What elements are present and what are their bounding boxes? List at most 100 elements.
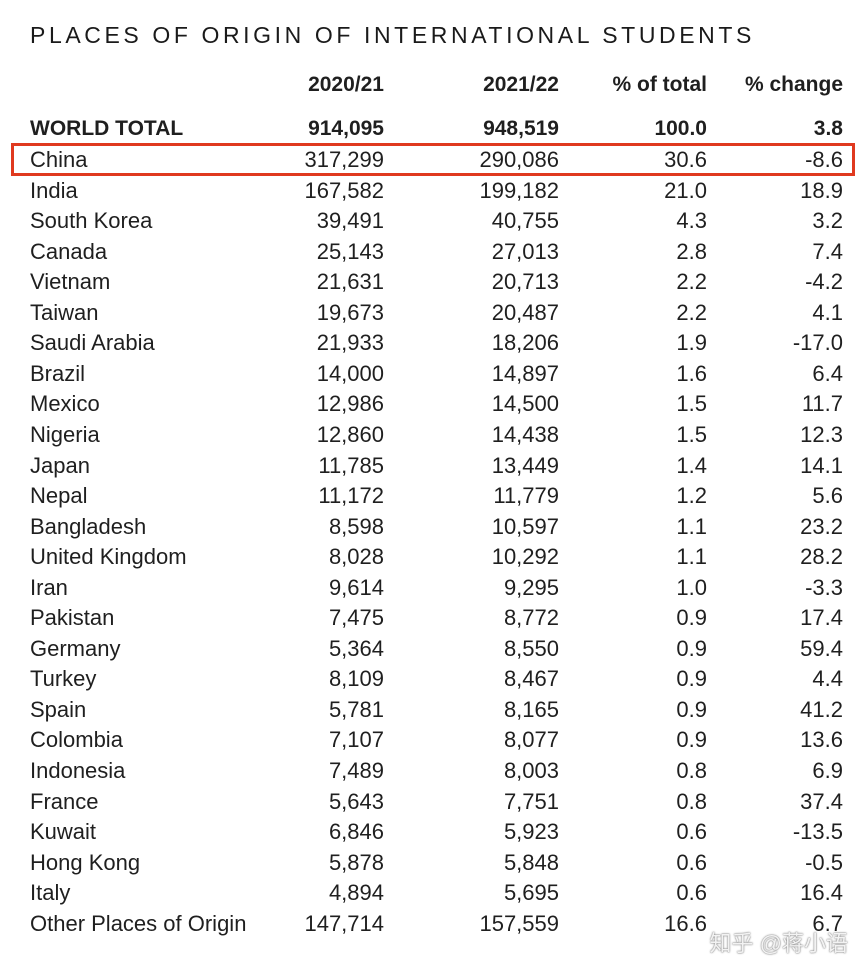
row-name: France: [30, 788, 99, 814]
column-header-row: 2020/21 2021/22 % of total % change: [0, 70, 866, 102]
row-name: Spain: [30, 696, 87, 722]
row-value-2020-21: 5,781: [328, 696, 384, 722]
row-name: Brazil: [30, 360, 86, 386]
table-row: Turkey 8,109 8,467 0.9 4.4: [0, 664, 866, 694]
row-name: Iran: [30, 574, 68, 600]
table-row: Italy 4,894 5,695 0.6 16.4: [0, 878, 866, 908]
table-row: Kuwait 6,846 5,923 0.6 -13.5: [0, 817, 866, 847]
row-value-2020-21: 5,364: [328, 635, 384, 661]
row-value-2021-22: 9,295: [503, 574, 559, 600]
row-value-2021-22: 14,897: [491, 360, 559, 386]
row-name: Japan: [30, 452, 90, 478]
row-value-pct-change: 17.4: [800, 605, 843, 631]
china-highlight-box: [11, 143, 855, 176]
row-value-2020-21: 147,714: [304, 910, 384, 936]
watermark-text: 知乎 @蒋小语: [709, 931, 848, 956]
row-value-2021-22: 8,003: [503, 758, 559, 783]
row-name: Bangladesh: [30, 513, 147, 539]
row-name: Taiwan: [30, 299, 99, 325]
row-value-pct-change: 41.2: [800, 696, 843, 722]
row-value-2021-22: 7,751: [503, 788, 559, 814]
row-value-pct-total: 2.8: [676, 238, 707, 264]
row-name: WORLD TOTAL: [30, 117, 184, 140]
row-value-pct-total: 1.2: [676, 483, 707, 509]
table-row: Vietnam 21,631 20,713 2.2 -4.2: [0, 267, 866, 297]
row-value-2021-22: 40,755: [491, 208, 559, 234]
row-value-2020-21: 39,491: [316, 208, 384, 234]
row-value-2020-21: 21,631: [316, 269, 384, 295]
row-value-2021-22: 948,519: [483, 117, 559, 140]
row-value-2021-22: 5,695: [503, 880, 559, 906]
row-value-2020-21: 4,894: [328, 880, 384, 906]
row-value-pct-total: 0.9: [676, 605, 707, 631]
row-value-2021-22: 8,165: [503, 696, 559, 722]
row-value-pct-change: -8.6: [805, 147, 843, 172]
table-row: South Korea 39,491 40,755 4.3 3.2: [0, 206, 866, 236]
row-value-pct-total: 1.5: [676, 391, 707, 417]
row-value-pct-change: -0.5: [805, 849, 843, 875]
table-row: Japan 11,785 13,449 1.4 14.1: [0, 451, 866, 481]
row-value-2020-21: 8,598: [328, 513, 384, 539]
row-value-pct-change: 23.2: [800, 513, 843, 539]
row-value-pct-total: 2.2: [676, 299, 707, 325]
column-header-2020-21: 2020/21: [308, 73, 384, 96]
row-value-2020-21: 8,028: [328, 544, 384, 570]
row-value-2021-22: 11,779: [493, 483, 559, 509]
table-row: Indonesia 7,489 8,003 0.8 6.9: [0, 756, 866, 786]
row-value-pct-change: 11.7: [801, 391, 843, 417]
row-value-pct-total: 0.9: [676, 666, 707, 692]
row-value-pct-total: 21.0: [664, 177, 707, 203]
table-row: Spain 5,781 8,165 0.9 41.2: [0, 695, 866, 725]
column-header-pct-change: % change: [744, 73, 843, 96]
row-name: Turkey: [30, 666, 97, 692]
row-value-2021-22: 13,449: [491, 452, 559, 478]
row-value-2020-21: 21,933: [316, 330, 384, 356]
row-value-2020-21: 25,143: [316, 238, 384, 264]
row-value-pct-change: 59.4: [800, 635, 843, 661]
row-value-2020-21: 5,643: [328, 788, 384, 814]
row-value-pct-change: 3.8: [813, 117, 843, 140]
row-name: Mexico: [30, 391, 100, 417]
row-value-pct-change: 16.4: [800, 880, 843, 906]
row-value-2021-22: 10,597: [491, 513, 559, 539]
row-value-pct-total: 1.0: [676, 574, 707, 600]
row-name: United Kingdom: [30, 544, 187, 570]
table-row: Bangladesh 8,598 10,597 1.1 23.2: [0, 512, 866, 542]
row-value-pct-change: -17.0: [792, 330, 843, 356]
row-value-pct-total: 1.6: [676, 360, 707, 386]
row-value-2020-21: 19,673: [316, 299, 384, 325]
row-name: India: [30, 177, 78, 203]
row-value-pct-change: 4.4: [812, 666, 843, 692]
row-value-pct-total: 2.2: [676, 269, 707, 295]
table-row: United Kingdom 8,028 10,292 1.1 28.2: [0, 542, 866, 572]
row-value-pct-change: -13.5: [792, 819, 843, 845]
row-value-2021-22: 27,013: [491, 238, 559, 264]
row-value-2021-22: 290,086: [479, 147, 559, 172]
row-value-2020-21: 7,489: [328, 758, 384, 783]
row-value-pct-total: 0.6: [676, 880, 707, 906]
row-value-pct-change: 6.9: [812, 758, 843, 783]
row-name: Pakistan: [30, 605, 115, 631]
row-value-pct-change: 6.4: [812, 360, 843, 386]
table-row: Colombia 7,107 8,077 0.9 13.6: [0, 725, 866, 755]
row-value-2021-22: 14,438: [491, 421, 559, 447]
row-value-pct-change: 18.9: [800, 177, 843, 203]
row-name: Nepal: [30, 483, 88, 509]
table-title: PLACES OF ORIGIN OF INTERNATIONAL STUDEN…: [30, 22, 755, 48]
row-value-pct-total: 1.1: [676, 513, 707, 539]
row-name: Other Places of Origin: [30, 910, 247, 936]
table-row: Nigeria 12,860 14,438 1.5 12.3: [0, 420, 866, 450]
row-value-2020-21: 6,846: [328, 819, 384, 845]
row-value-2021-22: 199,182: [479, 177, 559, 203]
row-name: Nigeria: [30, 421, 100, 447]
row-value-2021-22: 5,923: [503, 819, 559, 845]
row-value-2020-21: 167,582: [304, 177, 384, 203]
table-row: Pakistan 7,475 8,772 0.9 17.4: [0, 603, 866, 633]
row-name: South Korea: [30, 208, 153, 234]
row-value-pct-total: 1.5: [676, 421, 707, 447]
row-value-2021-22: 8,467: [503, 666, 559, 692]
row-value-pct-total: 16.6: [664, 910, 707, 936]
table-row: Mexico 12,986 14,500 1.5 11.7: [0, 389, 866, 419]
row-value-2020-21: 317,299: [304, 147, 384, 172]
table-row: Hong Kong 5,878 5,848 0.6 -0.5: [0, 848, 866, 878]
